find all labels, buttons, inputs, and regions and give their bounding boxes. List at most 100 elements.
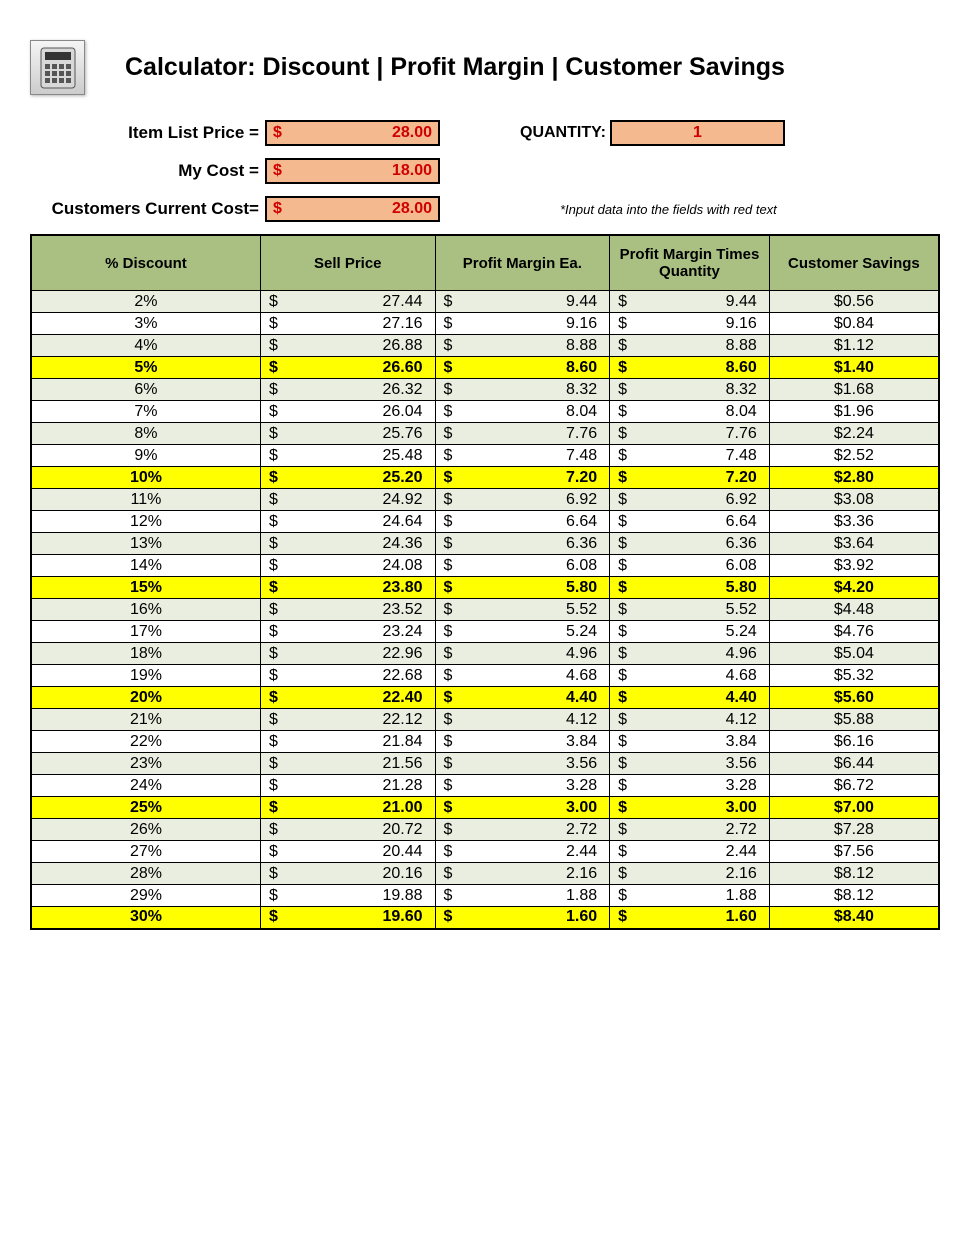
cell-discount: 23%: [31, 753, 260, 775]
header-discount: % Discount: [31, 235, 260, 291]
cell-customer-savings: $3.64: [769, 533, 939, 555]
cell-profit-margin-qty: $2.72: [610, 819, 770, 841]
cell-profit-margin-qty: $1.88: [610, 885, 770, 907]
my-cost-input[interactable]: $ 18.00: [265, 158, 440, 184]
cell-profit-margin-ea: $7.48: [435, 445, 610, 467]
cell-customer-savings: $7.28: [769, 819, 939, 841]
cell-profit-margin-qty: $3.84: [610, 731, 770, 753]
cell-profit-margin-qty: $8.88: [610, 335, 770, 357]
cell-customer-savings: $1.12: [769, 335, 939, 357]
cell-sell-price: $25.48: [260, 445, 435, 467]
cell-sell-price: $24.92: [260, 489, 435, 511]
list-price-input[interactable]: $ 28.00: [265, 120, 440, 146]
cell-sell-price: $27.44: [260, 291, 435, 313]
cell-customer-savings: $4.76: [769, 621, 939, 643]
cell-profit-margin-qty: $5.80: [610, 577, 770, 599]
dollar-sign: $: [273, 200, 282, 218]
cell-profit-margin-ea: $4.12: [435, 709, 610, 731]
cell-profit-margin-qty: $4.96: [610, 643, 770, 665]
table-row: 28%$20.16$2.16$2.16$8.12: [31, 863, 939, 885]
cell-profit-margin-ea: $8.32: [435, 379, 610, 401]
table-row: 21%$22.12$4.12$4.12$5.88: [31, 709, 939, 731]
cell-profit-margin-qty: $8.04: [610, 401, 770, 423]
cell-customer-savings: $0.84: [769, 313, 939, 335]
cell-discount: 18%: [31, 643, 260, 665]
table-row: 30%$19.60$1.60$1.60$8.40: [31, 907, 939, 929]
cell-profit-margin-qty: $1.60: [610, 907, 770, 929]
cell-discount: 4%: [31, 335, 260, 357]
cell-profit-margin-qty: $6.64: [610, 511, 770, 533]
cell-customer-savings: $4.48: [769, 599, 939, 621]
cell-profit-margin-ea: $1.88: [435, 885, 610, 907]
cell-profit-margin-ea: $2.16: [435, 863, 610, 885]
cell-profit-margin-qty: $7.20: [610, 467, 770, 489]
list-price-value: 28.00: [282, 124, 432, 142]
cell-customer-savings: $8.12: [769, 885, 939, 907]
cell-profit-margin-ea: $6.92: [435, 489, 610, 511]
cell-discount: 29%: [31, 885, 260, 907]
cell-sell-price: $26.60: [260, 357, 435, 379]
cell-profit-margin-qty: $6.92: [610, 489, 770, 511]
cell-profit-margin-ea: $9.44: [435, 291, 610, 313]
cell-customer-savings: $1.68: [769, 379, 939, 401]
cell-profit-margin-ea: $6.08: [435, 555, 610, 577]
cell-sell-price: $24.08: [260, 555, 435, 577]
cell-sell-price: $20.72: [260, 819, 435, 841]
cell-sell-price: $26.04: [260, 401, 435, 423]
cell-discount: 14%: [31, 555, 260, 577]
cell-profit-margin-ea: $1.60: [435, 907, 610, 929]
cell-customer-savings: $5.60: [769, 687, 939, 709]
cell-profit-margin-qty: $5.52: [610, 599, 770, 621]
table-row: 14%$24.08$6.08$6.08$3.92: [31, 555, 939, 577]
cell-discount: 7%: [31, 401, 260, 423]
cell-sell-price: $26.88: [260, 335, 435, 357]
table-row: 9%$25.48$7.48$7.48$2.52: [31, 445, 939, 467]
cell-profit-margin-ea: $8.60: [435, 357, 610, 379]
cell-customer-savings: $8.12: [769, 863, 939, 885]
cell-sell-price: $21.28: [260, 775, 435, 797]
table-row: 13%$24.36$6.36$6.36$3.64: [31, 533, 939, 555]
cell-profit-margin-qty: $2.44: [610, 841, 770, 863]
quantity-label: QUANTITY:: [520, 124, 606, 142]
cell-customer-savings: $6.16: [769, 731, 939, 753]
table-row: 4%$26.88$8.88$8.88$1.12: [31, 335, 939, 357]
cell-sell-price: $22.68: [260, 665, 435, 687]
cell-profit-margin-qty: $4.40: [610, 687, 770, 709]
cell-profit-margin-ea: $8.04: [435, 401, 610, 423]
table-row: 25%$21.00$3.00$3.00$7.00: [31, 797, 939, 819]
cell-customer-savings: $6.72: [769, 775, 939, 797]
header-customer-savings: Customer Savings: [769, 235, 939, 291]
table-row: 11%$24.92$6.92$6.92$3.08: [31, 489, 939, 511]
table-row: 16%$23.52$5.52$5.52$4.48: [31, 599, 939, 621]
cell-profit-margin-ea: $4.68: [435, 665, 610, 687]
cell-sell-price: $23.52: [260, 599, 435, 621]
cell-customer-savings: $8.40: [769, 907, 939, 929]
cell-sell-price: $19.60: [260, 907, 435, 929]
table-row: 6%$26.32$8.32$8.32$1.68: [31, 379, 939, 401]
cell-customer-savings: $7.56: [769, 841, 939, 863]
customer-cost-input[interactable]: $ 28.00: [265, 196, 440, 222]
cell-customer-savings: $5.88: [769, 709, 939, 731]
cell-discount: 30%: [31, 907, 260, 929]
cell-discount: 25%: [31, 797, 260, 819]
cell-profit-margin-qty: $9.44: [610, 291, 770, 313]
cell-sell-price: $20.44: [260, 841, 435, 863]
cell-profit-margin-qty: $4.12: [610, 709, 770, 731]
cell-sell-price: $22.96: [260, 643, 435, 665]
cell-customer-savings: $3.36: [769, 511, 939, 533]
input-footnote: *Input data into the fields with red tex…: [560, 202, 777, 217]
cell-profit-margin-ea: $5.52: [435, 599, 610, 621]
my-cost-value: 18.00: [282, 162, 432, 180]
cell-discount: 27%: [31, 841, 260, 863]
cell-sell-price: $23.80: [260, 577, 435, 599]
cell-discount: 2%: [31, 291, 260, 313]
cell-profit-margin-qty: $8.60: [610, 357, 770, 379]
cell-sell-price: $21.56: [260, 753, 435, 775]
cell-profit-margin-qty: $5.24: [610, 621, 770, 643]
cell-profit-margin-ea: $8.88: [435, 335, 610, 357]
cell-discount: 13%: [31, 533, 260, 555]
quantity-input[interactable]: 1: [610, 120, 785, 146]
cell-customer-savings: $2.52: [769, 445, 939, 467]
cell-customer-savings: $2.80: [769, 467, 939, 489]
cell-discount: 21%: [31, 709, 260, 731]
